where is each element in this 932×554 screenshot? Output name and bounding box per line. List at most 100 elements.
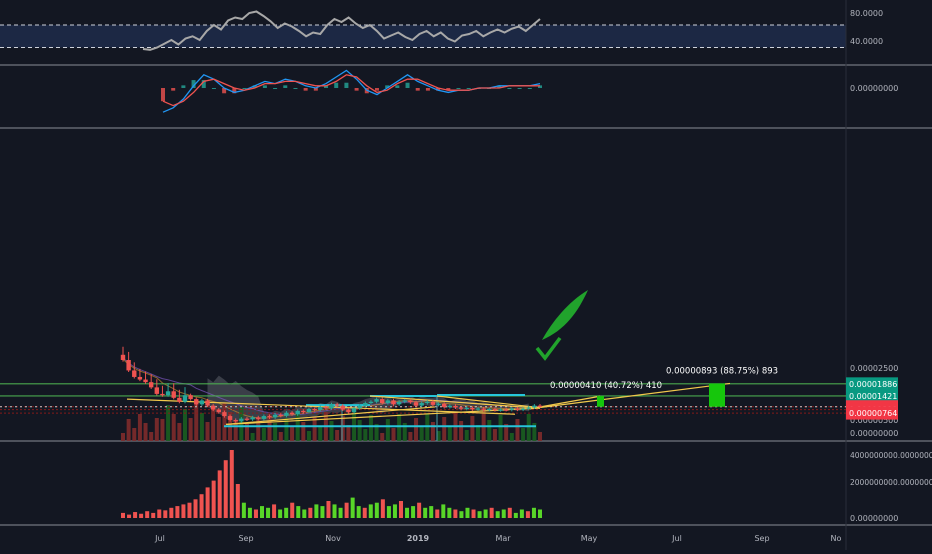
- macd-signal-line: [162, 74, 540, 107]
- candle-body: [132, 370, 137, 377]
- macd-histogram-bar: [538, 85, 542, 88]
- volume-bar: [266, 507, 271, 518]
- price-level-badge: [846, 389, 898, 403]
- candle-body: [470, 407, 475, 410]
- volume-bar: [447, 507, 452, 518]
- candle-body: [160, 393, 165, 396]
- macd-histogram-bar: [242, 88, 247, 89]
- candle-body: [520, 408, 526, 410]
- leaf-icon: [542, 290, 588, 340]
- volume-bar: [417, 502, 422, 518]
- volume-bar: [453, 509, 458, 518]
- candle-body: [306, 409, 312, 413]
- projection-annotation: 0.00000410 (40.72%) 410: [550, 381, 662, 391]
- candle-body: [413, 402, 419, 406]
- x-tick-label: May: [581, 534, 598, 543]
- candle-body: [182, 395, 188, 402]
- volume-bar: [477, 511, 482, 518]
- volume-bar: [386, 506, 391, 518]
- candle-body: [284, 412, 289, 416]
- candle-body: [492, 409, 498, 411]
- price-pane-volume-bar: [166, 405, 171, 441]
- trendline: [436, 395, 541, 409]
- candle-body: [408, 400, 413, 403]
- macd-histogram-bar: [191, 80, 196, 88]
- rsi-tick-label: 80.0000: [850, 9, 883, 18]
- candle-body: [425, 401, 430, 404]
- macd-histogram-bar: [232, 88, 237, 94]
- price-pane-volume-bar: [137, 414, 142, 441]
- volume-bar: [423, 507, 428, 518]
- price-level-badge: [846, 377, 898, 391]
- projection-bar: [597, 396, 604, 407]
- price-pane-volume-bar: [205, 422, 210, 441]
- candle-body: [295, 410, 300, 415]
- macd-histogram-bar: [181, 85, 186, 88]
- price-pane-volume-bar: [143, 423, 148, 441]
- volume-bar: [356, 506, 361, 518]
- x-tick-label: Jul: [154, 534, 165, 543]
- candle-body: [402, 400, 407, 402]
- price-pane-volume-bar: [318, 426, 323, 441]
- price-pane-volume-bar: [436, 431, 441, 441]
- price-pane-volume-bar: [442, 417, 447, 441]
- price-level-label: 0.00001886: [849, 380, 897, 389]
- volume-bar: [187, 502, 192, 518]
- volume-bar: [525, 511, 530, 518]
- volume-bar: [308, 507, 313, 518]
- price-pane-volume-bar: [301, 422, 306, 441]
- volume-bar: [247, 507, 252, 518]
- price-pane-volume-bar: [211, 408, 216, 441]
- volume-bar: [211, 480, 216, 518]
- price-pane-volume-bar: [419, 427, 424, 441]
- candle-body: [498, 409, 503, 411]
- volume-bar: [260, 506, 264, 518]
- volume-bar: [483, 509, 488, 518]
- candle-body: [222, 412, 227, 417]
- price-pane-volume-bar: [346, 425, 351, 441]
- candle-body: [380, 399, 385, 404]
- candle-body: [357, 405, 362, 409]
- volume-bar: [199, 494, 204, 518]
- candle-body: [391, 400, 396, 405]
- price-pane-volume-bar: [278, 432, 283, 441]
- volume-bar: [392, 504, 397, 518]
- candle-body: [340, 405, 345, 410]
- macd-histogram-bar: [303, 88, 308, 91]
- candle-body: [120, 354, 126, 361]
- price-pane-volume-bar: [459, 421, 464, 441]
- macd-histogram-bar: [466, 88, 471, 89]
- volume-bar: [362, 507, 367, 518]
- candle-body: [188, 395, 193, 400]
- price-pane-volume-bar: [149, 432, 154, 441]
- volume-bar: [284, 507, 289, 518]
- volume-bar: [229, 450, 234, 518]
- macd-histogram-bar: [171, 88, 176, 91]
- macd-histogram-bar: [425, 88, 430, 91]
- volume-bar: [217, 470, 222, 518]
- candle-body: [374, 399, 379, 402]
- price-pane-volume-bar: [526, 414, 531, 441]
- price-pane-volume-bar: [126, 419, 131, 441]
- volume-bar: [157, 509, 162, 518]
- price-level-label: 0.00000764: [849, 409, 897, 418]
- price-pane-volume-bar: [464, 430, 469, 441]
- price-pane-volume-bar: [267, 414, 272, 441]
- price-pane-volume-bar: [335, 430, 340, 441]
- price-pane-volume-bar: [470, 416, 475, 441]
- candle-body: [137, 376, 143, 380]
- trendline: [225, 407, 541, 425]
- price-pane-volume-bar: [498, 415, 503, 441]
- macd-histogram-bar: [405, 82, 410, 88]
- price-tick-label: 0.00002500: [850, 364, 898, 373]
- price-pane-volume-bar: [233, 421, 238, 441]
- volume-bar: [241, 502, 246, 518]
- volume-bar: [175, 506, 180, 518]
- price-pane-volume-bar: [515, 419, 520, 441]
- candle-body: [250, 417, 255, 420]
- candle-body: [515, 408, 520, 410]
- candle-body: [126, 360, 131, 371]
